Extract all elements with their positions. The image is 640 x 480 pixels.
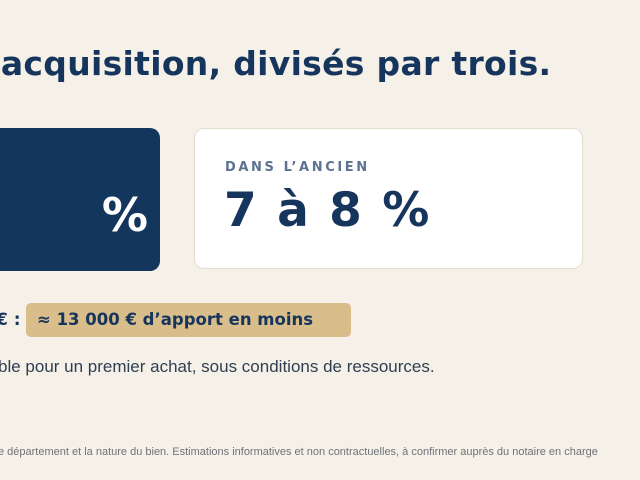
fees-old-value: 7 à 8 % xyxy=(224,183,432,238)
disclaimer-footnote: e département et la nature du bien. Esti… xyxy=(0,446,598,458)
conditions-text: ble pour un premier achat, sous conditio… xyxy=(0,357,435,376)
fees-new-card: % xyxy=(0,128,160,271)
fees-new-value: % xyxy=(101,188,148,242)
section-headline: ’acquisition, divisés par trois. xyxy=(0,44,552,83)
apport-prefix: € : xyxy=(0,310,21,330)
fees-old-label: DANS L’ANCIEN xyxy=(225,160,370,175)
apport-savings-badge: ≈ 13 000 € d’apport en moins xyxy=(26,303,351,337)
fees-old-card: DANS L’ANCIEN 7 à 8 % xyxy=(194,128,583,269)
